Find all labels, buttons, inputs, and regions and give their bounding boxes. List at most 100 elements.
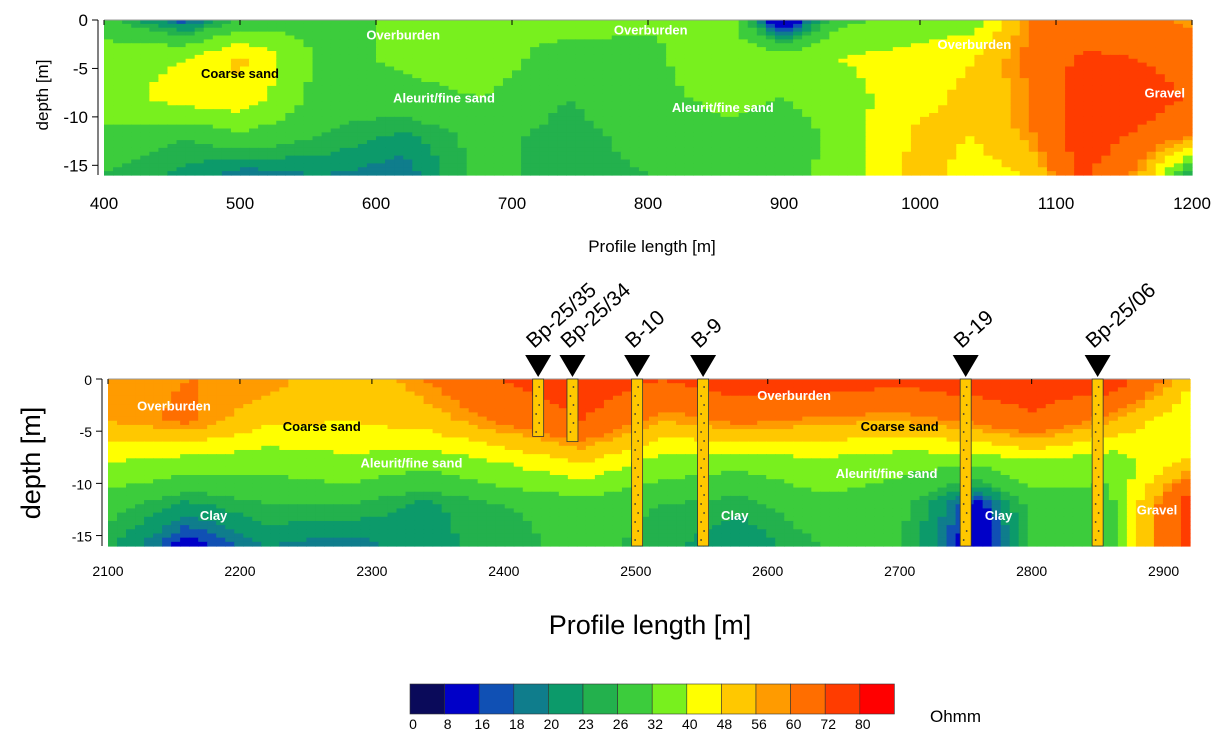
top-cell xyxy=(376,167,386,172)
top-cell xyxy=(412,151,422,157)
top-cell xyxy=(910,136,921,141)
top-cell xyxy=(1074,20,1084,25)
top-cell xyxy=(258,39,268,44)
top-cell xyxy=(176,89,187,95)
top-cell xyxy=(811,58,821,64)
top-cell xyxy=(321,39,332,44)
top-cell xyxy=(439,74,450,79)
top-cell xyxy=(512,136,522,141)
top-cell xyxy=(430,132,441,137)
top-cell xyxy=(1065,35,1075,40)
top-cell xyxy=(249,109,259,114)
top-cell xyxy=(240,82,250,87)
top-cell xyxy=(584,66,595,71)
top-cell xyxy=(249,163,259,168)
top-cell xyxy=(267,27,277,33)
top-cell xyxy=(131,101,141,106)
top-cell xyxy=(176,155,187,161)
top-cell xyxy=(784,132,794,137)
top-cell xyxy=(620,58,631,64)
top-cell xyxy=(1019,136,1030,141)
top-cell xyxy=(1173,97,1184,102)
top-cell xyxy=(466,47,477,52)
top-cell xyxy=(638,93,649,99)
top-cell xyxy=(856,27,867,33)
top-cell xyxy=(140,43,150,48)
top-cell xyxy=(258,54,268,60)
top-cell xyxy=(321,35,332,40)
top-cell xyxy=(820,155,830,161)
top-cell xyxy=(929,167,939,172)
top-cell xyxy=(1037,58,1048,64)
top-cell xyxy=(747,27,758,33)
top-cell xyxy=(820,147,830,153)
top-cell xyxy=(194,113,205,118)
top-cell xyxy=(938,124,948,130)
top-cell xyxy=(267,155,277,161)
bottom-cell xyxy=(495,379,506,384)
top-cell xyxy=(666,74,676,79)
top-cell xyxy=(1164,147,1175,153)
top-cell xyxy=(874,167,885,172)
top-cell xyxy=(1010,89,1021,95)
bottom-cell xyxy=(1009,379,1020,384)
top-cell xyxy=(892,62,903,68)
top-cell xyxy=(974,54,985,60)
top-cell xyxy=(992,151,1003,157)
top-cell xyxy=(938,47,948,52)
top-cell xyxy=(720,128,731,133)
top-cell xyxy=(648,82,658,87)
top-cell xyxy=(811,97,821,102)
top-cell xyxy=(285,167,295,172)
top-cell xyxy=(457,23,468,29)
top-cell xyxy=(185,140,196,145)
top-cell xyxy=(230,51,241,56)
top-cell xyxy=(267,97,277,102)
top-cell xyxy=(285,27,295,33)
top-cell xyxy=(493,43,504,48)
top-cell xyxy=(1028,74,1039,79)
bottom-cell xyxy=(252,383,262,388)
top-cell xyxy=(185,159,196,164)
top-cell xyxy=(557,20,567,25)
top-cell xyxy=(738,144,749,149)
top-cell xyxy=(802,82,812,87)
top-cell xyxy=(1137,47,1148,52)
top-cell xyxy=(784,109,794,114)
top-cell xyxy=(956,151,966,157)
top-cell xyxy=(1001,113,1012,118)
top-cell xyxy=(330,116,341,122)
top-cell xyxy=(648,23,658,29)
top-cell xyxy=(430,27,441,33)
top-cell xyxy=(1092,66,1102,71)
top-cell xyxy=(602,124,613,130)
top-annotation: Overburden xyxy=(938,37,1012,52)
top-cell xyxy=(1164,82,1175,87)
top-cell xyxy=(366,101,377,106)
top-cell xyxy=(1046,97,1057,102)
top-cell xyxy=(230,74,241,79)
top-cell xyxy=(430,155,441,161)
top-cell xyxy=(1083,82,1093,87)
top-cell xyxy=(548,43,558,48)
top-cell xyxy=(638,97,649,102)
top-cell xyxy=(185,54,196,60)
top-cell xyxy=(811,151,821,157)
top-cell xyxy=(938,167,948,172)
top-cell xyxy=(1037,43,1048,48)
top-cell xyxy=(484,101,495,106)
top-cell xyxy=(974,167,985,172)
top-cell xyxy=(584,140,595,145)
top-cell xyxy=(113,47,123,52)
top-cell xyxy=(475,101,486,106)
top-cell xyxy=(847,89,858,95)
top-cell xyxy=(693,43,703,48)
top-cell xyxy=(1092,93,1102,99)
top-cell xyxy=(965,78,975,83)
top-cell xyxy=(756,89,767,95)
top-cell xyxy=(711,51,722,56)
top-cell xyxy=(1056,85,1066,91)
top-cell xyxy=(920,93,930,99)
top-cell xyxy=(720,85,731,91)
top-cell xyxy=(784,101,794,106)
